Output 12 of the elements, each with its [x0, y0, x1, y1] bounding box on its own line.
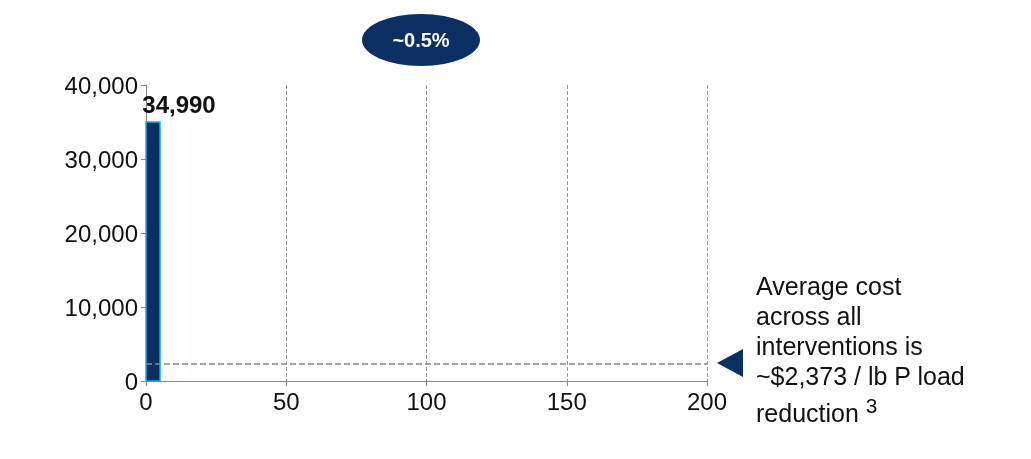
- text: ~0.5%: [392, 29, 450, 51]
- y-tick-label: 40,000: [64, 71, 138, 99]
- x-tick-label: 200: [686, 387, 728, 415]
- x-tick-label: 50: [272, 387, 300, 415]
- ref-line-label: Average cost across all interventions is ~$2,373 / lb P load reduction $^{3}$: [756, 271, 966, 429]
- y-tick-label: 10,000: [64, 293, 138, 321]
- y-tick-label: 20,000: [64, 219, 138, 247]
- y-tick-label: 30,000: [64, 145, 138, 173]
- y-tick-label: 0: [124, 367, 138, 395]
- data-label: 34,990: [142, 90, 216, 118]
- x-tick-label: 150: [546, 387, 587, 415]
- x-tick-label: 100: [406, 387, 447, 415]
